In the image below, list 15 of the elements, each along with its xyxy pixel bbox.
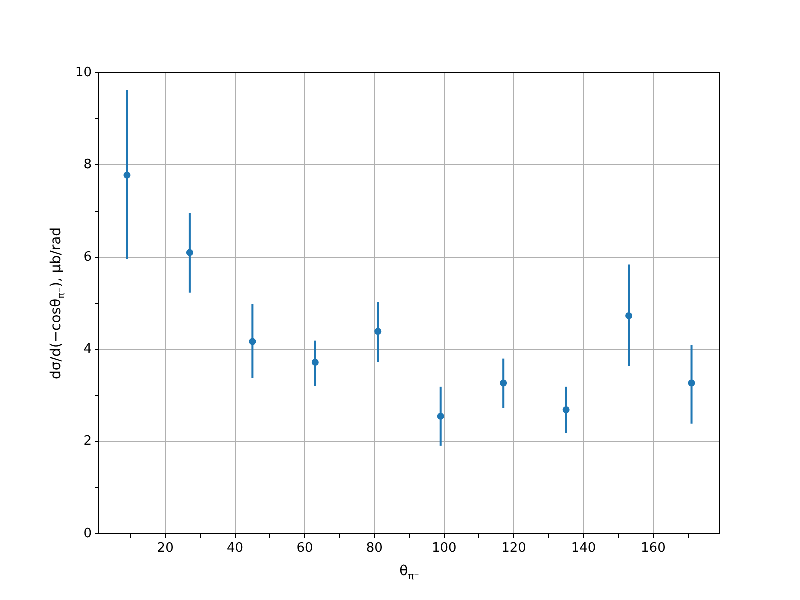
x-tick-label: 160	[641, 541, 666, 556]
x-tick-label: 40	[226, 541, 244, 556]
x-tick-label: 140	[571, 541, 596, 556]
y-tick-label: 0	[84, 526, 92, 542]
x-tick-label: 120	[502, 541, 526, 556]
y-tick-label: 4	[84, 342, 92, 357]
y-axis-title: dσ/d(−cosθπ⁻), μb/rad	[48, 227, 68, 380]
y-tick-label: 10	[75, 65, 92, 80]
y-tick-label: 6	[84, 250, 92, 265]
y-tick-label: 2	[84, 434, 92, 450]
x-tick-label: 20	[157, 541, 174, 556]
x-tick-label: 100	[432, 541, 457, 556]
x-tick-label: 80	[366, 541, 383, 556]
y-tick-label: 8	[84, 158, 92, 173]
x-tick-label: 60	[296, 541, 314, 556]
